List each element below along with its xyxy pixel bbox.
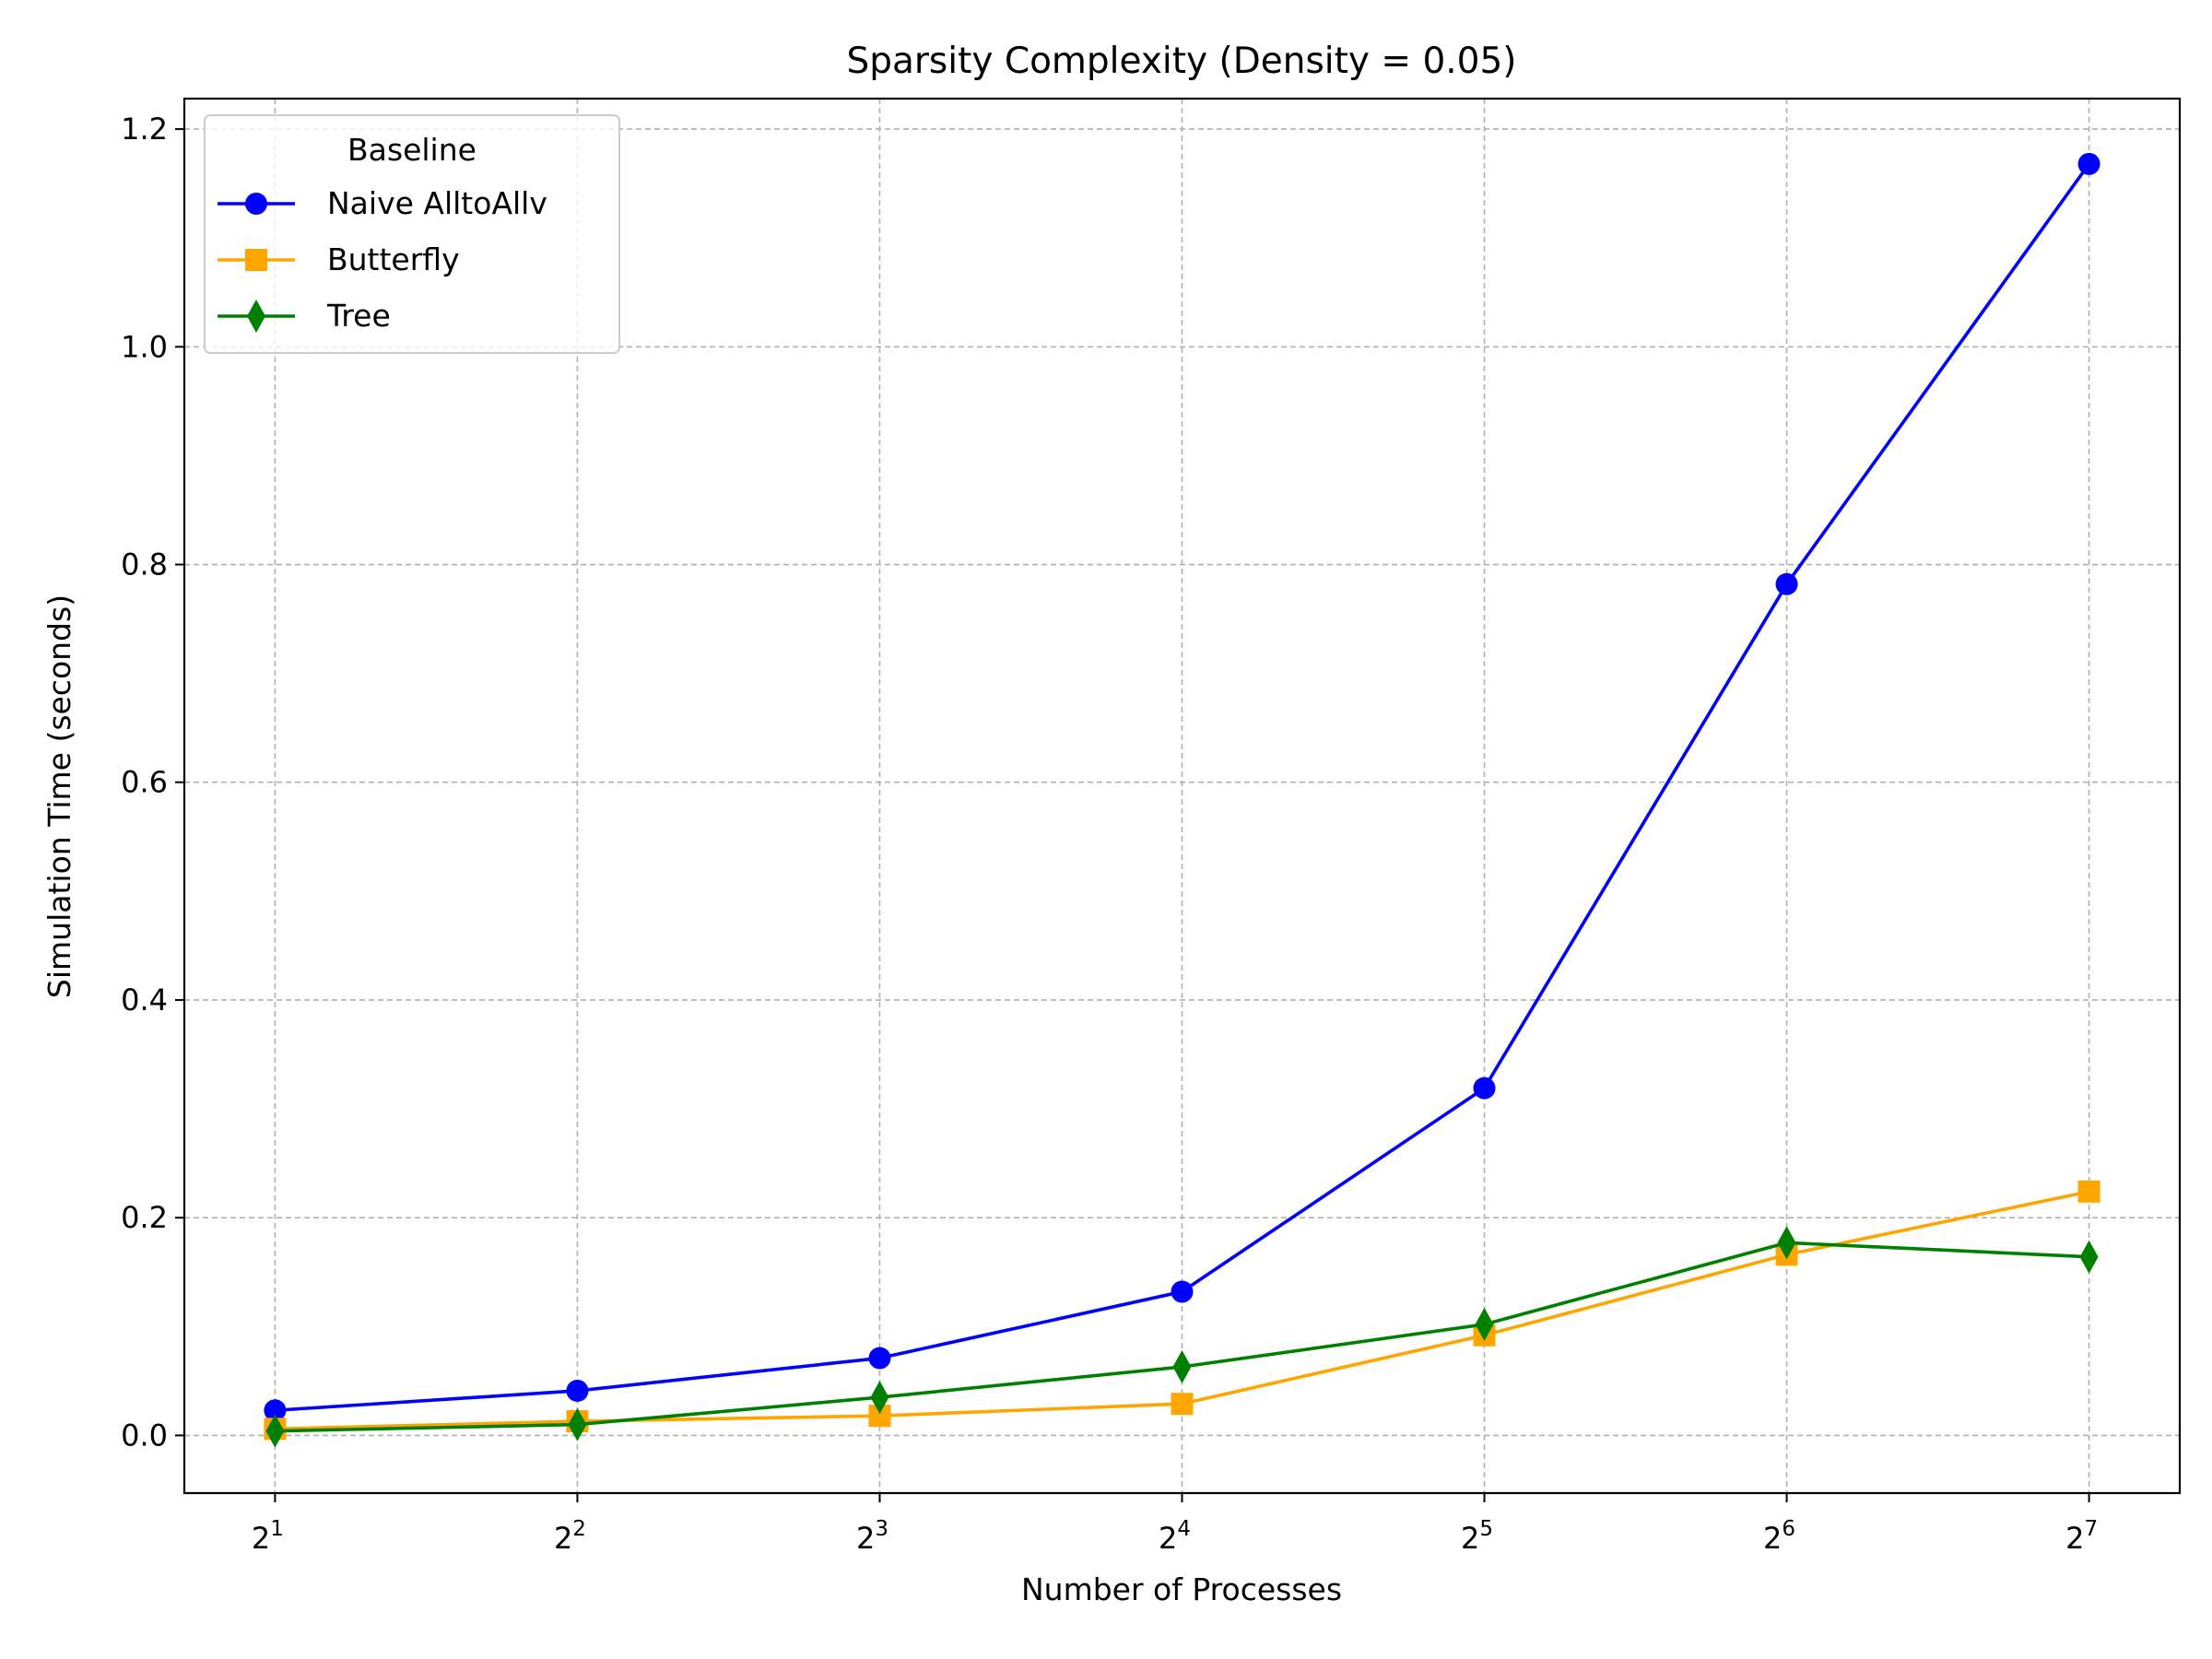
legend-marker [245, 249, 267, 271]
data-point-butterfly [1171, 1393, 1194, 1416]
legend: Baseline Naive AlltoAllv Butterfly Tree [204, 114, 620, 354]
legend-label: Tree [326, 298, 391, 334]
legend-entry-naive-alltoallv: Naive AlltoAllv [218, 185, 547, 221]
legend-marker [247, 300, 265, 333]
data-point-tree [265, 1414, 285, 1448]
y-axis: 0.0 0.2 0.4 0.6 0.8 1.0 1.2 [121, 112, 184, 1453]
legend-entry-butterfly: Butterfly [218, 241, 460, 277]
x-axis-label: Number of Processes [1021, 1571, 1342, 1607]
y-axis-label: Simulation Time (seconds) [41, 594, 77, 998]
legend-label: Butterfly [327, 241, 460, 277]
data-point-naive-alltoallv [1473, 1077, 1496, 1100]
x-axis: 21 22 23 24 25 26 27 [252, 1493, 2098, 1556]
y-tick-label: 0.2 [121, 1200, 168, 1235]
x-tick-label: 24 [1159, 1517, 1191, 1556]
data-point-naive-alltoallv [1171, 1280, 1194, 1303]
data-point-naive-alltoallv [566, 1379, 589, 1402]
series-naive-alltoallv [264, 152, 2100, 1422]
data-point-tree [2079, 1240, 2099, 1274]
series-tree [265, 1226, 2099, 1448]
x-tick-label: 26 [1763, 1517, 1795, 1556]
legend-box [204, 114, 620, 354]
chart-title: Sparsity Complexity (Density = 0.05) [846, 41, 1516, 82]
data-point-tree [1172, 1349, 1192, 1383]
y-tick-label: 1.0 [121, 329, 168, 364]
y-tick-label: 0.4 [121, 982, 168, 1018]
y-tick-label: 1.2 [121, 112, 168, 147]
legend-title: Baseline [347, 132, 477, 168]
data-point-tree [568, 1407, 587, 1441]
x-tick-label: 23 [856, 1517, 888, 1556]
data-point-tree [870, 1381, 889, 1415]
plot-area [264, 152, 2100, 1448]
data-point-naive-alltoallv [264, 1399, 287, 1422]
legend-entry-tree: Tree [218, 298, 391, 334]
data-point-naive-alltoallv [2077, 152, 2100, 175]
x-tick-label: 27 [2065, 1517, 2098, 1556]
x-tick-label: 21 [252, 1517, 284, 1556]
data-point-tree [1475, 1307, 1494, 1341]
data-point-tree [1777, 1226, 1796, 1260]
legend-label: Naive AlltoAllv [327, 185, 547, 221]
data-point-butterfly [2077, 1180, 2100, 1203]
data-point-naive-alltoallv [868, 1347, 891, 1370]
x-tick-label: 25 [1461, 1517, 1493, 1556]
y-tick-label: 0.0 [121, 1418, 168, 1453]
y-tick-label: 0.6 [121, 765, 168, 800]
y-tick-label: 0.8 [121, 547, 168, 582]
x-tick-label: 22 [554, 1517, 586, 1556]
legend-marker [245, 193, 267, 215]
legend-entries: Naive AlltoAllv Butterfly Tree [218, 185, 547, 334]
data-point-naive-alltoallv [1775, 572, 1798, 595]
